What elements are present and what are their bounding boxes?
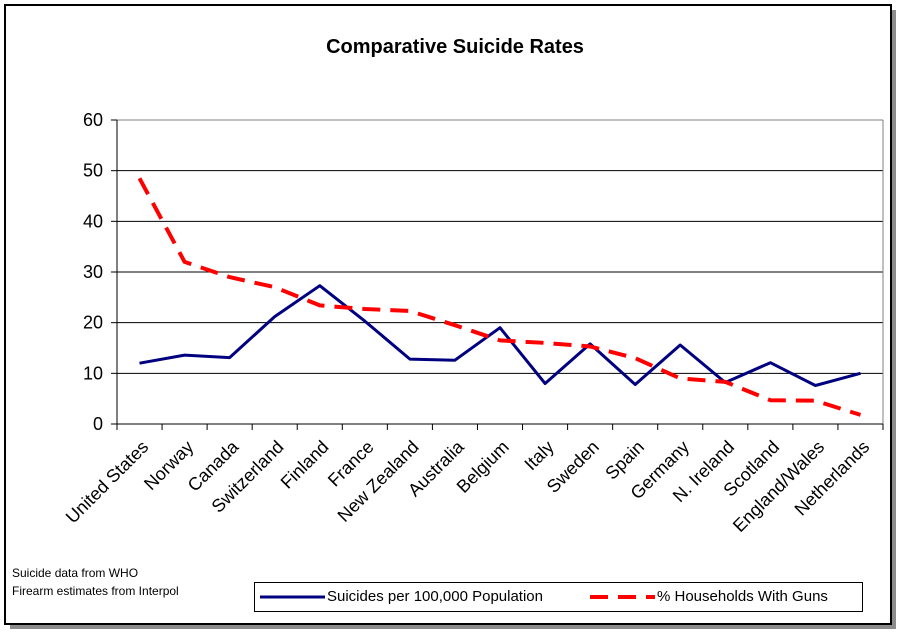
y-tick-label: 60 bbox=[83, 110, 103, 130]
x-tick-label: Finland bbox=[277, 437, 333, 493]
note-interpol: Firearm estimates from Interpol bbox=[12, 584, 179, 598]
series-line-guns bbox=[137, 177, 862, 417]
legend-swatches bbox=[260, 595, 655, 599]
chart-title: Comparative Suicide Rates bbox=[326, 36, 584, 58]
y-tick-label: 20 bbox=[83, 313, 103, 333]
y-tick-label: 10 bbox=[83, 363, 103, 383]
y-tick-label: 30 bbox=[83, 262, 103, 282]
chart-frame bbox=[4, 4, 892, 625]
legend: Suicides per 100,000 Population % Househ… bbox=[254, 582, 863, 612]
y-tick-label: 0 bbox=[93, 414, 103, 434]
x-tick-label: United States bbox=[62, 437, 153, 528]
legend-label-suicides: Suicides per 100,000 Population bbox=[327, 588, 543, 605]
legend-label-guns: % Households With Guns bbox=[657, 588, 828, 605]
y-tick-label: 40 bbox=[83, 211, 103, 231]
y-tick-label: 50 bbox=[83, 161, 103, 181]
note-who: Suicide data from WHO bbox=[12, 566, 139, 580]
x-tick-label: Italy bbox=[520, 437, 557, 474]
series-line-suicides bbox=[139, 284, 861, 387]
